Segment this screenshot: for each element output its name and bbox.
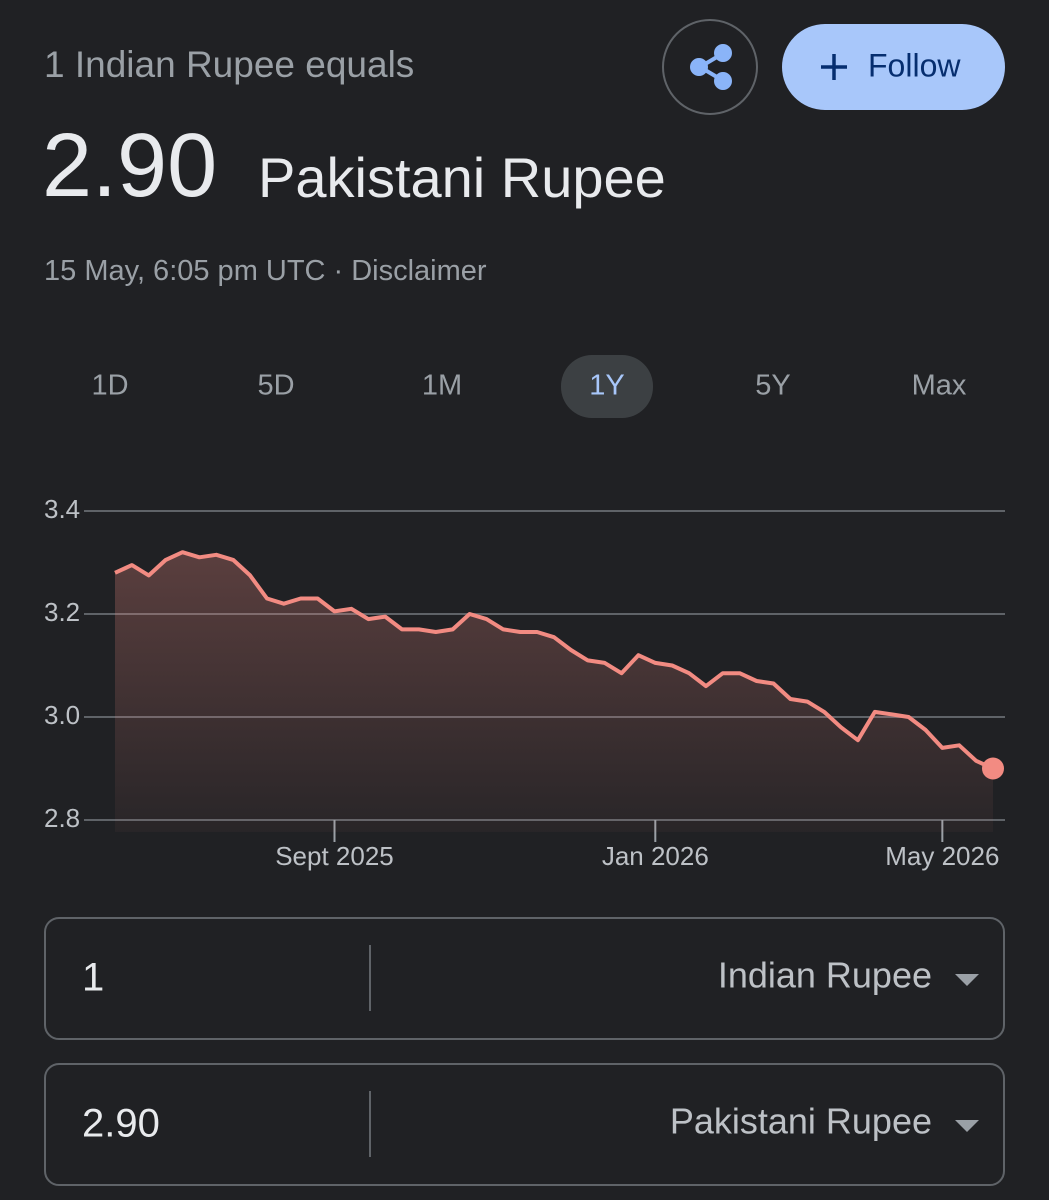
range-tabs: 1D 5D 1M 1Y 5Y Max — [91, 355, 967, 418]
x-tick-label: Jan 2026 — [602, 841, 709, 871]
timestamp: 15 May, 6:05 pm UTC — [44, 255, 326, 287]
line-chart: 3.4 3.2 3.0 2.8 Sept 2025 Jan 2026 May 2026 — [44, 494, 1005, 871]
converter: 1 Indian Rupee 2.90 Pakistani Rupee — [44, 917, 1005, 1186]
tab-label: 5Y — [755, 370, 790, 402]
share-outline — [662, 19, 758, 115]
tab-selected-bg — [561, 355, 653, 418]
range-tab[interactable]: 5D — [257, 370, 294, 402]
tab-label: 1M — [422, 370, 462, 402]
y-tick-label: 2.8 — [44, 803, 80, 833]
follow-button[interactable]: Follow — [782, 24, 1005, 110]
follow-label: Follow — [868, 47, 961, 83]
end-dot — [982, 757, 1004, 780]
subtitle: 1 Indian Rupee equals — [44, 44, 414, 85]
amount-input[interactable]: 1 — [82, 956, 104, 1000]
range-tab[interactable]: Max — [912, 370, 967, 402]
tab-label: 1D — [91, 370, 128, 402]
currency-select[interactable]: Indian Rupee — [718, 955, 932, 996]
share-icon — [690, 44, 732, 90]
y-tick-label: 3.2 — [44, 597, 80, 627]
converter-box — [44, 917, 1005, 1040]
y-tick-label: 3.0 — [44, 700, 80, 730]
amount-input[interactable]: 2.90 — [82, 1102, 160, 1146]
dropdown-arrow[interactable] — [955, 1120, 979, 1132]
rate-value: 2.90 — [42, 116, 217, 216]
x-tick-label: Sept 2025 — [275, 841, 394, 871]
x-tick-label: May 2026 — [885, 841, 999, 871]
y-tick-label: 3.4 — [44, 494, 80, 524]
separator: · — [334, 255, 344, 287]
timestamp-line: 15 May, 6:05 pm UTC · Disclaimer — [44, 255, 487, 287]
rate-currency: Pakistani Rupee — [258, 146, 666, 209]
range-tab[interactable]: 5Y — [755, 370, 790, 402]
follow-bg — [782, 24, 1005, 110]
range-tab[interactable]: 1D — [91, 370, 128, 402]
share-button[interactable] — [662, 19, 758, 115]
line — [114, 550, 994, 771]
disclaimer-link[interactable]: Disclaimer — [351, 255, 487, 287]
area — [115, 552, 993, 832]
tab-label: Max — [912, 370, 967, 402]
tab-label: 1Y — [589, 370, 624, 402]
tab-label: 5D — [257, 370, 294, 402]
plus-icon — [821, 54, 847, 80]
range-tab[interactable]: 1M — [422, 370, 462, 402]
converter-row: 2.90 Pakistani Rupee — [44, 1063, 1005, 1186]
converter-row: 1 Indian Rupee — [44, 917, 1005, 1040]
dropdown-arrow[interactable] — [955, 974, 979, 986]
range-tab[interactable]: 1Y — [561, 355, 653, 418]
currency-select[interactable]: Pakistani Rupee — [670, 1101, 932, 1142]
converter-box — [44, 1063, 1005, 1186]
